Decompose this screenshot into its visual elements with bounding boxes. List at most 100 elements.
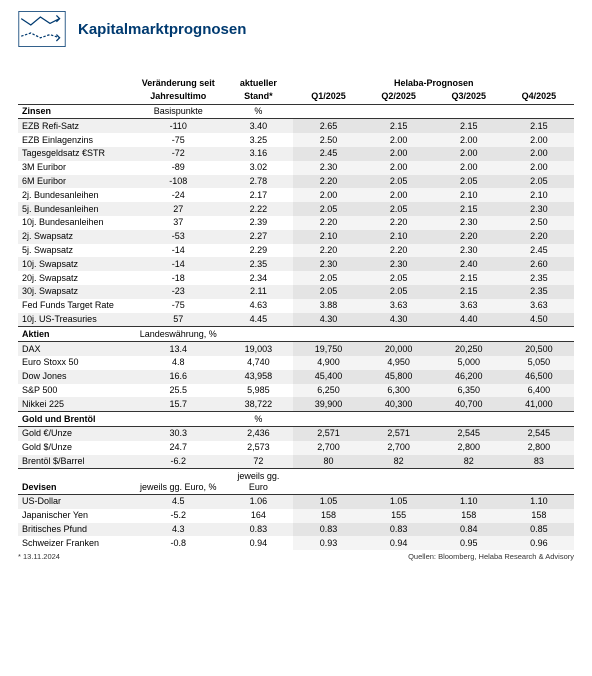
section-name: Aktien [18,327,133,342]
section-header: Devisenjeweils gg. Euro, %jeweils gg. Eu… [18,469,574,495]
table-row: Britisches Pfund4.30.830.830.830.840.85 [18,523,574,537]
row-forecast: 155 [364,509,434,523]
row-forecast: 2.00 [434,161,504,175]
row-forecast: 3.63 [434,299,504,313]
row-forecast: 2.30 [364,257,434,271]
row-forecast: 2.00 [434,147,504,161]
table-row: Nikkei 22515.738,72239,90040,30040,70041… [18,397,574,411]
row-change: 16.6 [133,370,223,384]
row-forecast: 4.30 [364,313,434,327]
row-forecast: 82 [364,455,434,469]
row-current: 72 [223,455,293,469]
row-current: 3.16 [223,147,293,161]
section-unit2: % [223,104,293,119]
row-label: S&P 500 [18,384,133,398]
row-forecast: 0.94 [364,536,434,550]
row-change: 30.3 [133,426,223,440]
row-forecast: 4,900 [293,356,363,370]
section-unit: Landeswährung, % [133,327,223,342]
row-forecast: 2.15 [434,202,504,216]
row-forecast: 83 [504,455,574,469]
row-forecast: 1.05 [293,494,363,508]
row-forecast: 45,400 [293,370,363,384]
row-change: -14 [133,244,223,258]
row-forecast: 2.15 [504,119,574,133]
row-forecast: 20,000 [364,342,434,356]
row-forecast: 4.30 [293,313,363,327]
row-forecast: 5,050 [504,356,574,370]
row-change: 4.3 [133,523,223,537]
row-label: Euro Stoxx 50 [18,356,133,370]
row-label: 10j. US-Treasuries [18,313,133,327]
header-cur-l2: Stand* [223,90,293,104]
row-label: 5j. Swapsatz [18,244,133,258]
row-forecast: 40,300 [364,397,434,411]
row-current: 19,003 [223,342,293,356]
section-name: Devisen [18,469,133,495]
row-change: 4.8 [133,356,223,370]
row-forecast: 2,545 [434,426,504,440]
row-label: 10j. Bundesanleihen [18,216,133,230]
row-current: 43,958 [223,370,293,384]
row-forecast: 41,000 [504,397,574,411]
row-forecast: 2.00 [364,147,434,161]
row-forecast: 2.05 [504,175,574,189]
row-change: 13.4 [133,342,223,356]
table-row: EZB Refi-Satz-1103.402.652.152.152.15 [18,119,574,133]
row-forecast: 82 [434,455,504,469]
table-row: 6M Euribor-1082.782.202.052.052.05 [18,175,574,189]
header-chg-l2: Jahresultimo [133,90,223,104]
table-row: EZB Einlagenzins-753.252.502.002.002.00 [18,133,574,147]
row-label: EZB Einlagenzins [18,133,133,147]
row-label: Gold $/Unze [18,441,133,455]
row-label: 3M Euribor [18,161,133,175]
row-forecast: 1.05 [364,494,434,508]
row-current: 2.17 [223,188,293,202]
row-change: -53 [133,230,223,244]
table-row: US-Dollar4.51.061.051.051.101.10 [18,494,574,508]
chart-line-icon [18,10,66,48]
row-label: Fed Funds Target Rate [18,299,133,313]
row-current: 4,740 [223,356,293,370]
row-forecast: 2.50 [504,216,574,230]
row-label: 30j. Swapsatz [18,285,133,299]
table-row: 5j. Swapsatz-142.292.202.202.302.45 [18,244,574,258]
section-unit: Basispunkte [133,104,223,119]
section-unit: jeweils gg. Euro, % [133,469,223,495]
row-forecast: 45,800 [364,370,434,384]
section-header: AktienLandeswährung, % [18,327,574,342]
row-forecast: 0.83 [364,523,434,537]
row-forecast: 2.00 [504,133,574,147]
header-q2: Q2/2025 [364,90,434,104]
row-forecast: 6,250 [293,384,363,398]
row-change: 4.5 [133,494,223,508]
row-forecast: 2,800 [434,441,504,455]
row-forecast: 158 [293,509,363,523]
row-current: 4.45 [223,313,293,327]
row-forecast: 3.88 [293,299,363,313]
row-forecast: 2,700 [293,441,363,455]
row-forecast: 2.20 [293,216,363,230]
row-forecast: 6,300 [364,384,434,398]
row-current: 2.29 [223,244,293,258]
row-forecast: 2.05 [434,175,504,189]
row-forecast: 2.00 [434,133,504,147]
row-change: -72 [133,147,223,161]
row-current: 2.34 [223,271,293,285]
table-row: 10j. US-Treasuries574.454.304.304.404.50 [18,313,574,327]
row-forecast: 2.05 [293,202,363,216]
row-forecast: 2.00 [293,188,363,202]
table-row: Gold $/Unze24.72,5732,7002,7002,8002,800 [18,441,574,455]
table-row: 2j. Bundesanleihen-242.172.002.002.102.1… [18,188,574,202]
row-forecast: 4,950 [364,356,434,370]
footnote-date: * 13.11.2024 [18,552,60,561]
row-label: Tagesgeldsatz €STR [18,147,133,161]
row-forecast: 2.00 [504,161,574,175]
row-label: Dow Jones [18,370,133,384]
row-forecast: 2.50 [293,133,363,147]
row-label: 10j. Swapsatz [18,257,133,271]
header-q1: Q1/2025 [293,90,363,104]
row-forecast: 2.00 [504,147,574,161]
row-forecast: 158 [504,509,574,523]
row-change: 25.5 [133,384,223,398]
